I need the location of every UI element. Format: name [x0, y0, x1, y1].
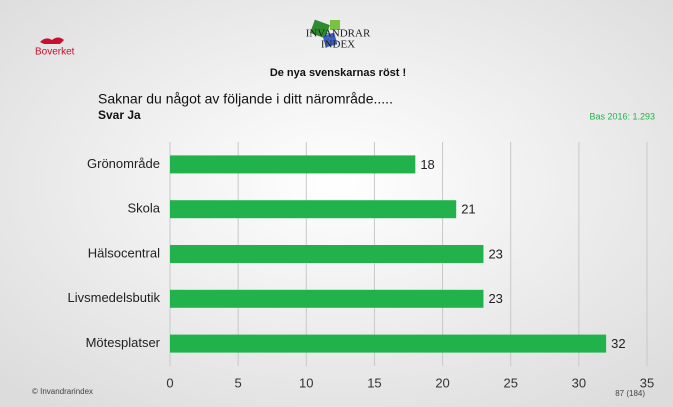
bar	[170, 200, 457, 219]
brand: Boverket	[35, 47, 75, 58]
y-tick-label: Mötesplatser	[86, 335, 161, 350]
y-tick-label: Hälsocentral	[88, 245, 160, 260]
subtitle: Svar Ja	[98, 108, 141, 122]
x-tick-label: 20	[435, 375, 449, 390]
copyright: © Invandrarindex	[32, 387, 93, 396]
x-tick-label: 0	[166, 375, 173, 390]
value-label: 23	[488, 291, 502, 306]
x-tick-label: 10	[299, 375, 313, 390]
value-label: 21	[461, 202, 475, 217]
x-tick-label: 5	[235, 375, 242, 390]
bar	[170, 289, 484, 308]
x-tick-label: 35	[640, 375, 654, 390]
y-tick-label: Skola	[127, 201, 160, 216]
bar	[170, 245, 484, 263]
logo-line1: INVANDRAR	[306, 28, 371, 40]
value-label: 32	[611, 336, 625, 351]
value-label: 18	[420, 157, 434, 172]
chart-title: De nya svenskarnas röst !	[270, 67, 406, 79]
puzzle-icon	[310, 19, 340, 48]
logo-icon	[40, 37, 64, 44]
x-tick-label: 25	[503, 375, 517, 390]
base-note: Bas 2016: 1.293	[589, 111, 655, 121]
question: Saknar du något av följande i ditt närom…	[98, 91, 393, 107]
y-tick-label: Livsmedelsbutik	[68, 290, 161, 305]
x-tick-label: 15	[367, 375, 381, 390]
logo-line2: INDEX	[321, 39, 355, 51]
bar	[170, 334, 607, 353]
y-tick-label: Grönområde	[87, 156, 160, 171]
bar	[170, 155, 416, 174]
page-number: 87 (184)	[615, 389, 645, 398]
boverket-logo	[40, 37, 64, 44]
value-label: 23	[488, 246, 502, 261]
x-tick-label: 30	[572, 375, 586, 390]
